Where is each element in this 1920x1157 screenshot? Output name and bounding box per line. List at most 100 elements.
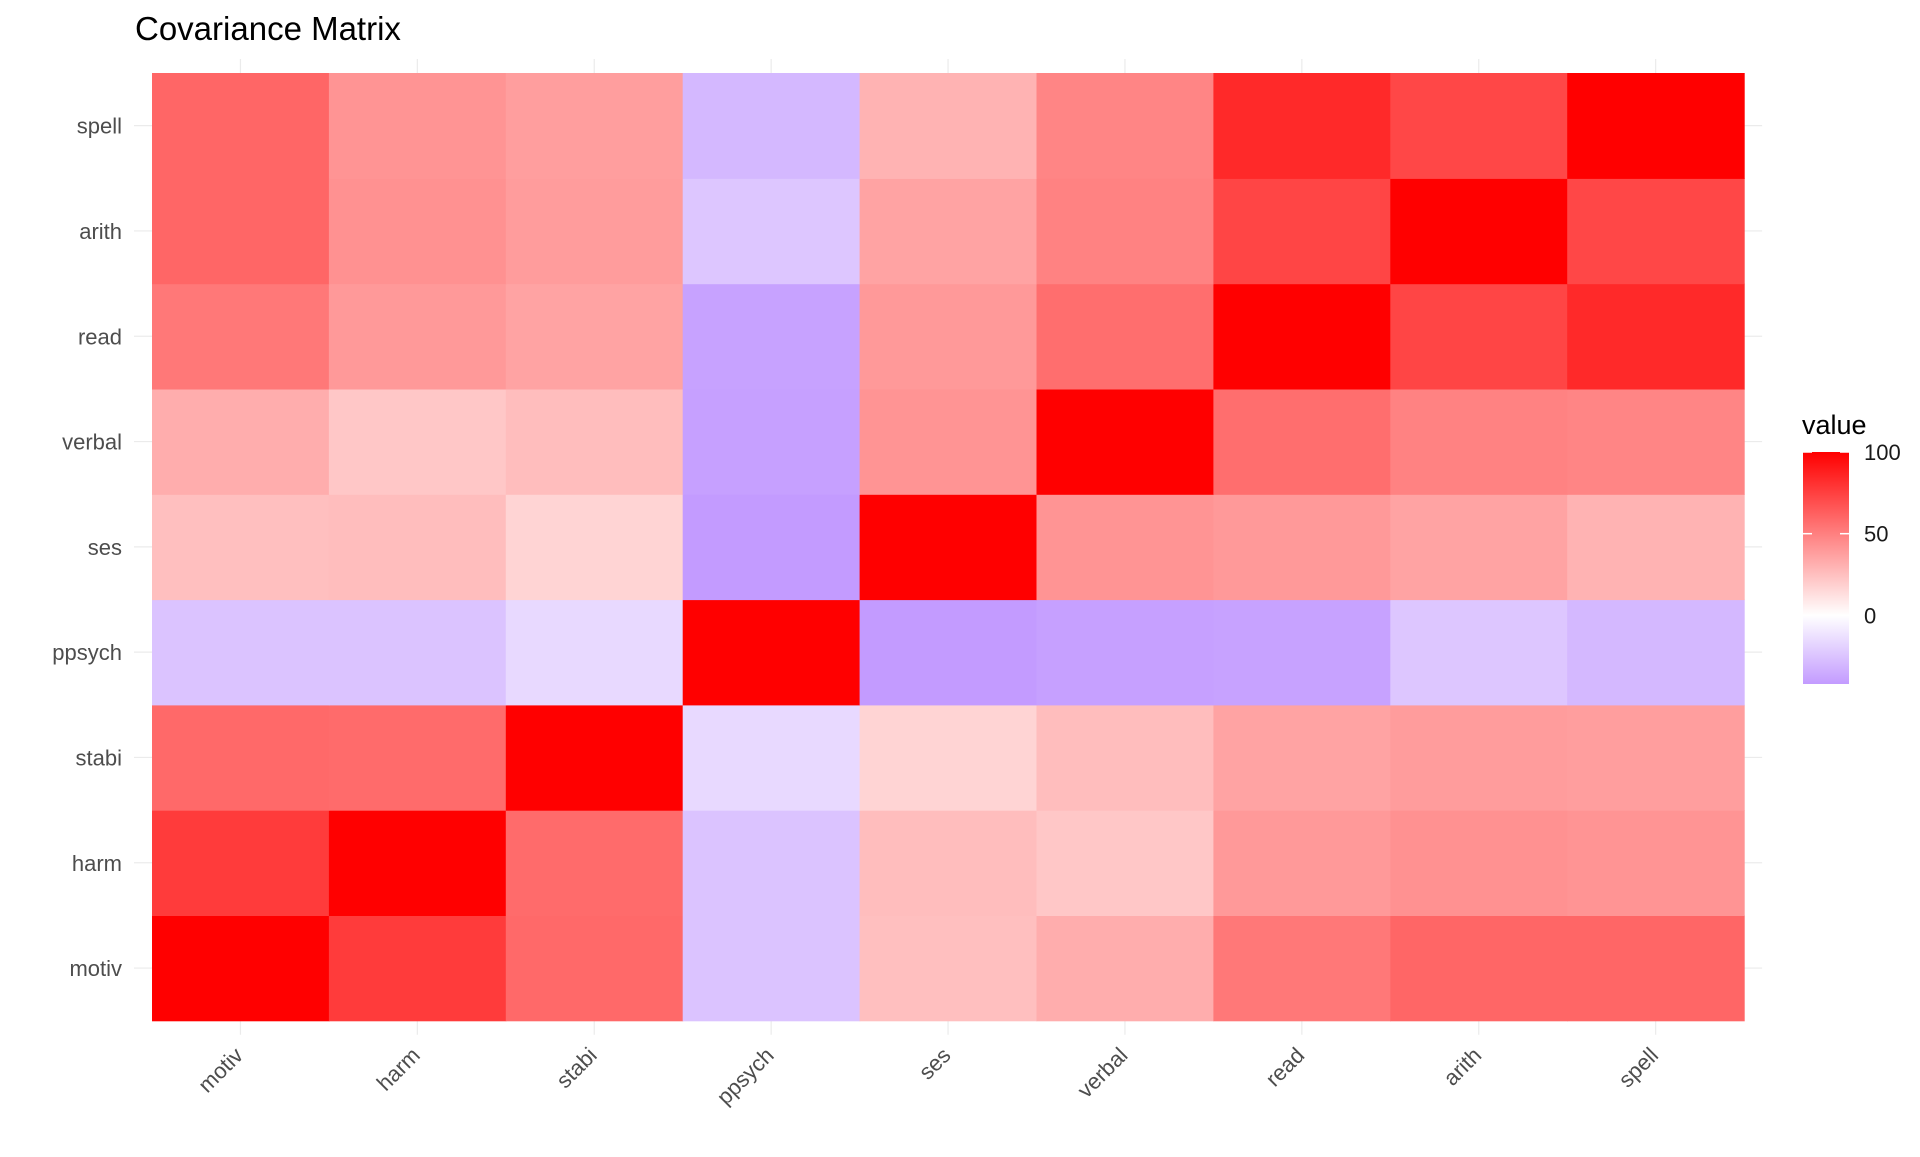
heatmap-cell-spell-motiv <box>152 73 330 179</box>
y-tick-label-stabi: stabi <box>76 745 122 770</box>
x-tick-label-harm: harm <box>372 1043 425 1096</box>
heatmap-cell-ppsych-spell <box>1567 599 1745 706</box>
y-tick-label-verbal: verbal <box>62 430 122 455</box>
heatmap-cell-arith-motiv <box>152 178 330 285</box>
heatmap-cell-arith-ppsych <box>682 178 861 285</box>
x-axis-tick-labels: motiv harm stabi ppsych ses verbal read arith sp… <box>193 1043 1663 1110</box>
heatmap-cell-harm-read <box>1213 810 1391 916</box>
heatmap-cell-motiv-read <box>1213 915 1391 1022</box>
heatmap-cell-stabi-ppsych <box>682 704 861 811</box>
heatmap-cell-spell-arith <box>1390 73 1568 179</box>
heatmap-cell-stabi-spell <box>1567 704 1745 811</box>
y-tick-label-ses: ses <box>88 535 122 560</box>
heatmap-cell-ses-ses <box>859 494 1038 601</box>
heatmap-cell-ses-spell <box>1567 494 1745 601</box>
x-tick-label-verbal: verbal <box>1072 1043 1132 1103</box>
heatmap-cell-ppsych-arith <box>1390 599 1568 706</box>
y-tick-label-arith: arith <box>79 219 122 244</box>
heatmap-cell-read-read <box>1213 283 1391 390</box>
heatmap-cell-ppsych-read <box>1213 599 1391 706</box>
heatmap-cell-harm-spell <box>1567 810 1745 916</box>
heatmap-cell-read-motiv <box>152 283 330 390</box>
x-tick-label-ppsych: ppsych <box>712 1043 779 1110</box>
y-tick-label-read: read <box>78 324 122 349</box>
x-tick-label-motiv: motiv <box>193 1043 248 1098</box>
heatmap-cell-ses-harm <box>328 494 507 601</box>
heatmap-cell-read-verbal <box>1036 283 1214 390</box>
heatmap-cell-spell-ppsych <box>682 73 861 179</box>
legend-tick-label-50: 50 <box>1864 522 1888 547</box>
heatmap-cell-arith-stabi <box>505 178 684 285</box>
heatmap-cell-harm-ppsych <box>682 810 861 916</box>
heatmap-cell-motiv-spell <box>1567 915 1745 1022</box>
heatmap-cell-motiv-harm <box>328 915 507 1022</box>
heatmap-cell-harm-arith <box>1390 810 1568 916</box>
heatmap-cell-verbal-spell <box>1567 388 1745 495</box>
heatmap-cell-harm-motiv <box>152 810 330 916</box>
heatmap-cell-arith-read <box>1213 178 1391 285</box>
heatmap-cell-spell-harm <box>328 73 507 179</box>
heatmap-cell-arith-harm <box>328 178 507 285</box>
heatmap-cell-verbal-verbal <box>1036 388 1214 495</box>
heatmap-cell-arith-verbal <box>1036 178 1214 285</box>
heatmap-cell-stabi-ses <box>859 704 1038 811</box>
heatmap-cell-ppsych-ppsych <box>682 599 861 706</box>
heatmap-cell-read-spell <box>1567 283 1745 390</box>
heatmap-cell-motiv-motiv <box>152 915 330 1022</box>
heatmap-cell-verbal-ppsych <box>682 388 861 495</box>
y-tick-label-motiv: motiv <box>69 956 122 981</box>
legend-colorbar <box>1803 452 1849 684</box>
heatmap-cell-ses-read <box>1213 494 1391 601</box>
y-axis-tick-labels: motiv harm stabi ppsych ses verbal read arith sp… <box>52 114 122 981</box>
heatmap-cell-verbal-read <box>1213 388 1391 495</box>
heatmap-cell-stabi-motiv <box>152 704 330 811</box>
heatmap-cell-arith-ses <box>859 178 1038 285</box>
heatmap-cell-read-ppsych <box>682 283 861 390</box>
heatmap-cell-spell-spell <box>1567 73 1745 179</box>
heatmap-cell-ppsych-harm <box>328 599 507 706</box>
legend-tick-label-100: 100 <box>1864 440 1901 465</box>
heatmap-cell-arith-spell <box>1567 178 1745 285</box>
heatmap-cell-ses-arith <box>1390 494 1568 601</box>
heatmap-cell-read-ses <box>859 283 1038 390</box>
legend-ticks: 100 50 0 <box>1803 440 1901 628</box>
heatmap-cell-motiv-ppsych <box>682 915 861 1022</box>
heatmap-cell-verbal-harm <box>328 388 507 495</box>
heatmap-cell-motiv-stabi <box>505 915 684 1022</box>
x-tick-label-stabi: stabi <box>551 1043 602 1094</box>
heatmap-cell-verbal-motiv <box>152 388 330 495</box>
heatmap-cell-harm-verbal <box>1036 810 1214 916</box>
chart-title: Covariance Matrix <box>135 10 401 47</box>
heatmap-cell-ses-ppsych <box>682 494 861 601</box>
heatmap-cell-harm-ses <box>859 810 1038 916</box>
heatmap-cell-spell-stabi <box>505 73 684 179</box>
heatmap-cell-ppsych-verbal <box>1036 599 1214 706</box>
x-tick-label-arith: arith <box>1438 1043 1486 1091</box>
heatmap-cell-stabi-arith <box>1390 704 1568 811</box>
heatmap-cell-spell-ses <box>859 73 1038 179</box>
heatmap-cell-read-harm <box>328 283 507 390</box>
heatmap-cell-verbal-stabi <box>505 388 684 495</box>
heatmap-cell-stabi-stabi <box>505 704 684 811</box>
x-tick-label-read: read <box>1261 1043 1310 1092</box>
heatmap-cell-motiv-arith <box>1390 915 1568 1022</box>
heatmap-cell-stabi-read <box>1213 704 1391 811</box>
heatmap-cell-arith-arith <box>1390 178 1568 285</box>
heatmap-cell-motiv-ses <box>859 915 1038 1022</box>
heatmap-cell-read-arith <box>1390 283 1568 390</box>
heatmap-cell-stabi-harm <box>328 704 507 811</box>
x-tick-label-spell: spell <box>1614 1043 1664 1093</box>
heatmap-cell-ses-motiv <box>152 494 330 601</box>
heatmap-cell-harm-harm <box>328 810 507 916</box>
color-legend: value 100 50 0 <box>1802 410 1901 684</box>
heatmap-cell-spell-verbal <box>1036 73 1214 179</box>
heatmap-cell-harm-stabi <box>505 810 684 916</box>
heatmap-cell-ses-stabi <box>505 494 684 601</box>
legend-tick-label-0: 0 <box>1864 603 1876 628</box>
heatmap-cell-stabi-verbal <box>1036 704 1214 811</box>
heatmap-cell-ppsych-motiv <box>152 599 330 706</box>
heatmap-cell-ses-verbal <box>1036 494 1214 601</box>
heatmap-cell-verbal-ses <box>859 388 1038 495</box>
